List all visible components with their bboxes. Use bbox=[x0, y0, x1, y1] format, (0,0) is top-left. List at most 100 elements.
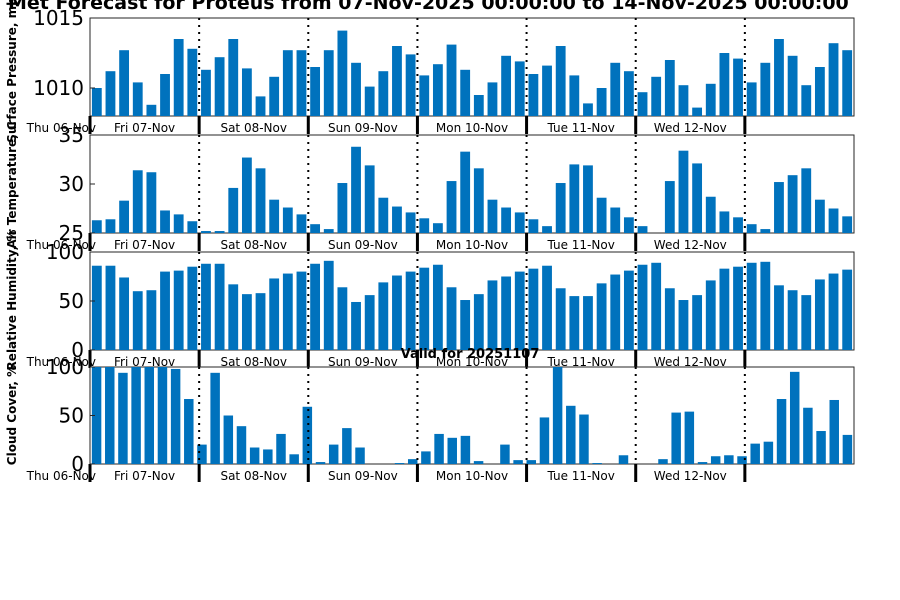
bar bbox=[173, 214, 184, 233]
bar bbox=[814, 279, 825, 350]
bar bbox=[160, 74, 170, 116]
bar bbox=[746, 224, 757, 233]
bar bbox=[596, 283, 607, 350]
bar bbox=[610, 274, 621, 350]
bar bbox=[144, 367, 155, 464]
bar bbox=[719, 211, 730, 233]
bar bbox=[651, 76, 662, 116]
bar bbox=[282, 50, 293, 116]
bar bbox=[392, 206, 402, 233]
bar bbox=[160, 210, 170, 233]
bar bbox=[214, 263, 225, 350]
bar bbox=[146, 104, 157, 116]
bar bbox=[705, 196, 716, 233]
bar bbox=[119, 277, 130, 350]
bar bbox=[555, 46, 566, 116]
x-start-label: Thu 06-Nov bbox=[26, 238, 96, 252]
bar bbox=[671, 412, 681, 464]
bar bbox=[774, 182, 784, 233]
y-axis-label: Surface Pressure, mb bbox=[5, 0, 19, 143]
bar bbox=[528, 219, 539, 233]
bar bbox=[446, 44, 457, 116]
bar bbox=[746, 262, 757, 350]
bar bbox=[828, 208, 839, 233]
bar bbox=[228, 39, 239, 116]
bar bbox=[378, 282, 389, 350]
bar bbox=[132, 291, 143, 350]
x-tick-label: Sat 08-Nov bbox=[220, 238, 287, 252]
bar bbox=[91, 88, 102, 116]
bar bbox=[719, 53, 730, 116]
bar bbox=[282, 207, 293, 233]
bar bbox=[542, 226, 552, 233]
bar-series bbox=[91, 367, 853, 464]
bar bbox=[473, 168, 484, 233]
bar bbox=[184, 399, 194, 464]
x-tick-label: Sun 09-Nov bbox=[328, 469, 398, 483]
x-tick-label: Mon 10-Nov bbox=[436, 121, 508, 135]
bar bbox=[528, 74, 539, 116]
bar bbox=[684, 411, 695, 464]
bar bbox=[214, 57, 225, 116]
y-tick-label: 100 bbox=[46, 355, 84, 379]
bar bbox=[223, 415, 234, 464]
bar bbox=[828, 273, 839, 350]
bar bbox=[241, 68, 252, 116]
bar bbox=[501, 55, 512, 116]
x-tick-label: Wed 12-Nov bbox=[654, 469, 727, 483]
bar bbox=[432, 223, 443, 233]
bar bbox=[421, 451, 431, 464]
y-tick-label: 50 bbox=[59, 289, 84, 313]
bar bbox=[323, 50, 334, 116]
bar bbox=[131, 367, 141, 464]
chart-panel-cloud-cover: 0 50 100 Fri 07-Nov Sat 08-Nov Sun 09-Nov Mon … bbox=[5, 355, 855, 483]
bar bbox=[539, 417, 550, 464]
bar bbox=[692, 107, 703, 116]
bar bbox=[733, 266, 743, 350]
x-tick-label: Wed 12-Nov bbox=[654, 355, 727, 369]
x-tick-label: Fri 07-Nov bbox=[114, 121, 175, 135]
bar bbox=[146, 172, 157, 233]
bar bbox=[579, 414, 589, 464]
bar bbox=[337, 287, 348, 350]
bar bbox=[555, 183, 566, 233]
bar bbox=[746, 82, 757, 116]
y-tick-label: 0 bbox=[71, 338, 84, 362]
bar bbox=[552, 367, 563, 464]
bar bbox=[697, 462, 708, 464]
y-axis-label: Relative Humidity, % bbox=[5, 230, 19, 371]
bar bbox=[460, 151, 471, 233]
bar bbox=[351, 301, 361, 350]
bar bbox=[197, 444, 207, 464]
bar bbox=[255, 96, 266, 116]
bar bbox=[337, 183, 348, 233]
x-tick-label: Sun 09-Nov bbox=[328, 238, 398, 252]
bar bbox=[351, 146, 361, 233]
bar bbox=[132, 170, 143, 233]
bar bbox=[733, 217, 743, 233]
bar bbox=[378, 197, 389, 233]
bar bbox=[405, 212, 416, 233]
bar bbox=[187, 221, 198, 233]
bar bbox=[323, 229, 334, 233]
bar bbox=[618, 455, 629, 464]
bar bbox=[514, 61, 525, 116]
bar bbox=[119, 200, 130, 233]
bar bbox=[801, 85, 812, 116]
bar bbox=[719, 268, 730, 350]
x-tick-label: Sat 08-Nov bbox=[220, 121, 287, 135]
bar bbox=[405, 54, 416, 116]
bar bbox=[228, 187, 239, 233]
bar bbox=[842, 434, 853, 464]
bar bbox=[828, 43, 839, 116]
bar bbox=[592, 463, 602, 464]
bar bbox=[446, 181, 457, 233]
bar bbox=[514, 271, 525, 350]
x-tick-label: Fri 07-Nov bbox=[114, 469, 175, 483]
bar bbox=[801, 168, 812, 233]
bar bbox=[776, 399, 787, 464]
bar bbox=[526, 460, 537, 464]
bar bbox=[610, 207, 621, 233]
bar bbox=[763, 441, 774, 464]
x-start-label: Thu 06-Nov bbox=[26, 355, 96, 369]
